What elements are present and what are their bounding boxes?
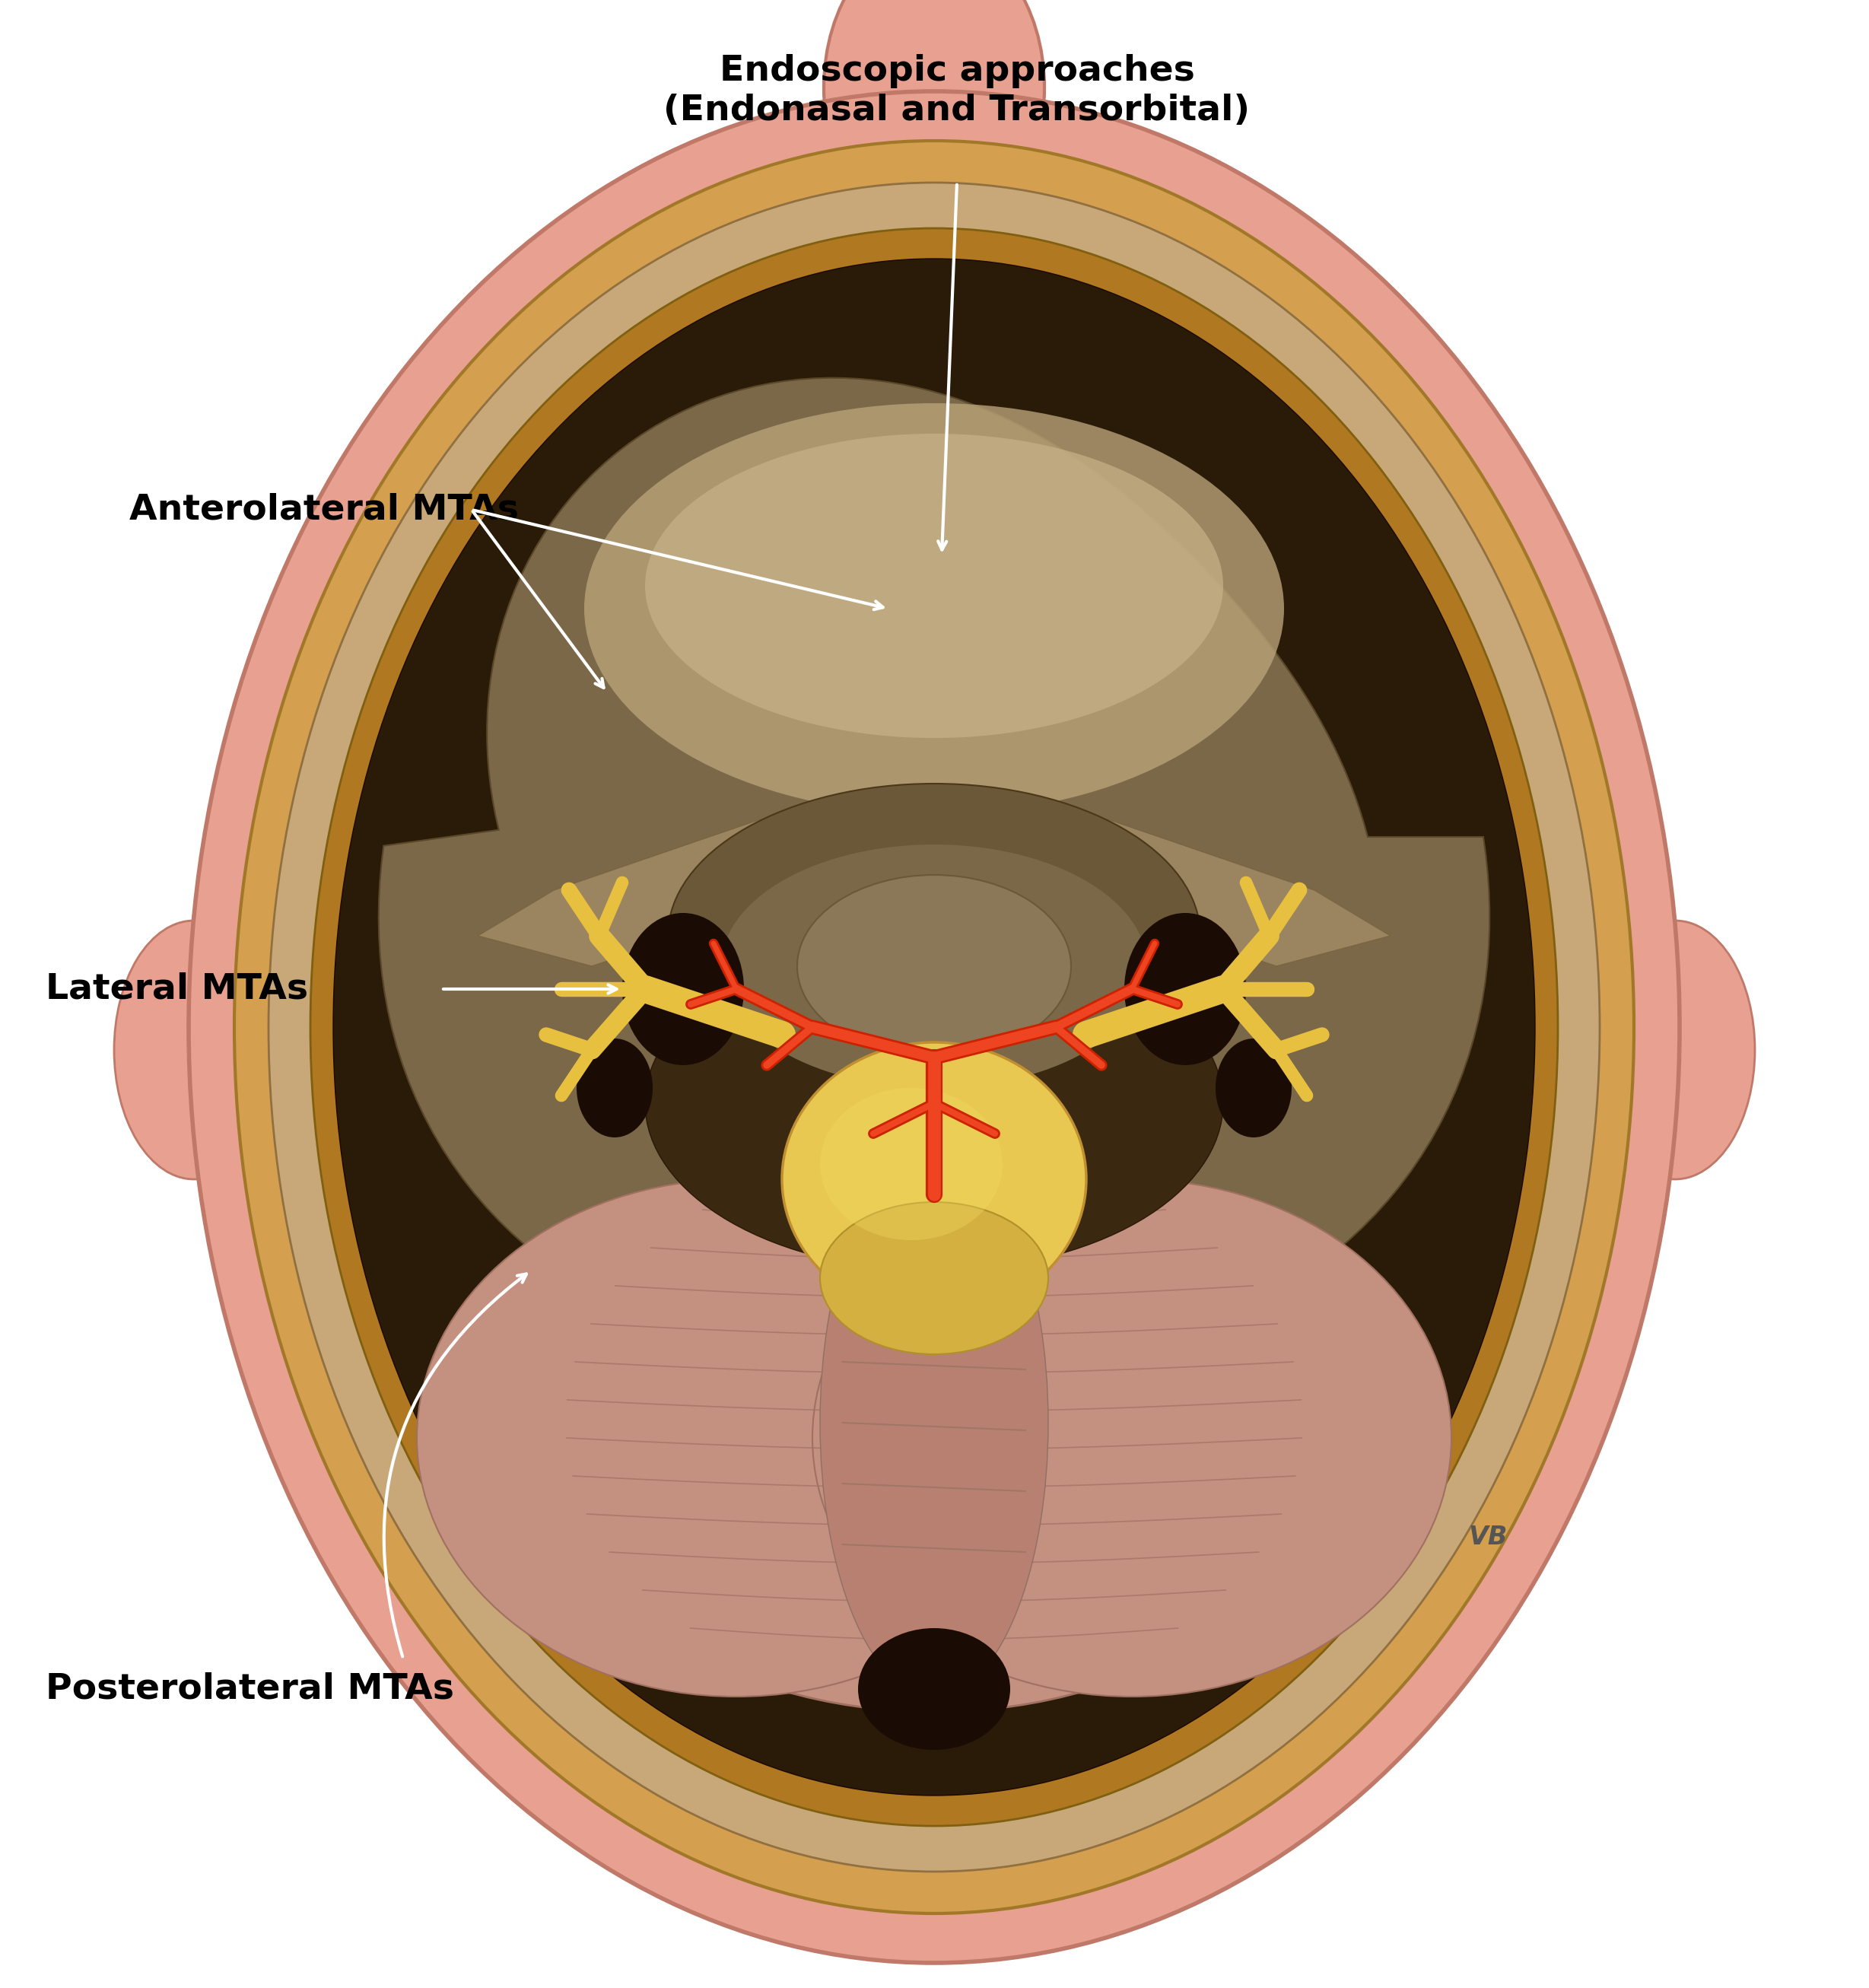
Ellipse shape: [1594, 920, 1755, 1179]
Ellipse shape: [531, 1133, 1338, 1712]
Ellipse shape: [858, 1628, 1009, 1749]
Ellipse shape: [781, 1042, 1086, 1316]
Ellipse shape: [622, 912, 744, 1066]
Ellipse shape: [310, 229, 1559, 1825]
Ellipse shape: [645, 936, 1222, 1270]
Ellipse shape: [417, 1179, 1056, 1696]
Ellipse shape: [189, 91, 1680, 1962]
Text: Lateral MTAs: Lateral MTAs: [45, 972, 308, 1006]
Ellipse shape: [1215, 1038, 1291, 1137]
Ellipse shape: [1125, 912, 1247, 1066]
Ellipse shape: [824, 0, 1045, 241]
Polygon shape: [1049, 799, 1391, 966]
Text: Anterolateral MTAs: Anterolateral MTAs: [129, 493, 520, 527]
Ellipse shape: [798, 875, 1071, 1058]
Ellipse shape: [269, 183, 1600, 1871]
Ellipse shape: [667, 783, 1200, 1087]
Ellipse shape: [820, 1087, 1002, 1241]
Ellipse shape: [645, 433, 1222, 738]
Ellipse shape: [333, 258, 1534, 1795]
Ellipse shape: [820, 1203, 1049, 1354]
Ellipse shape: [585, 404, 1284, 813]
Ellipse shape: [813, 1179, 1452, 1696]
Ellipse shape: [234, 141, 1634, 1912]
Ellipse shape: [114, 920, 275, 1179]
Text: Posterolateral MTAs: Posterolateral MTAs: [45, 1672, 454, 1706]
Ellipse shape: [578, 1038, 652, 1137]
Text: Endoscopic approaches
(Endonasal and Transorbital): Endoscopic approaches (Endonasal and Tra…: [663, 54, 1250, 127]
Polygon shape: [478, 799, 820, 966]
Ellipse shape: [721, 845, 1148, 1087]
Text: VB: VB: [1469, 1525, 1506, 1551]
Ellipse shape: [820, 1149, 1049, 1696]
Polygon shape: [379, 378, 1490, 1372]
